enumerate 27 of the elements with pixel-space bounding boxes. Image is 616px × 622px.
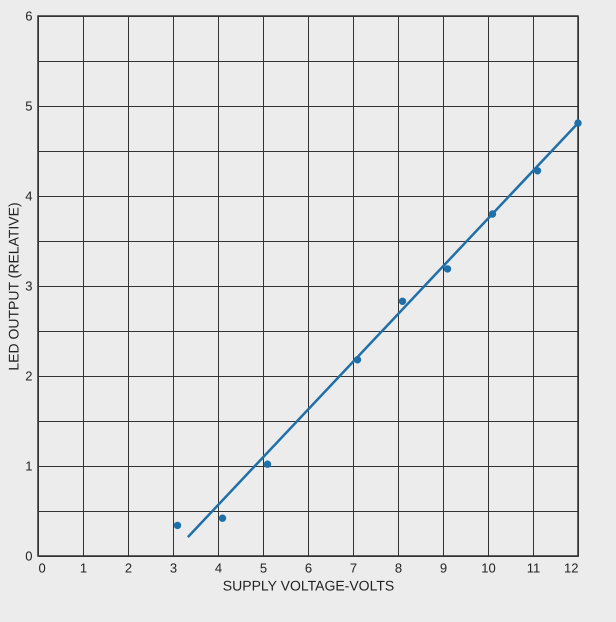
x-tick-label: 12 xyxy=(564,560,578,576)
x-tick-label: 8 xyxy=(394,560,402,576)
y-tick-label: 6 xyxy=(25,8,32,24)
point xyxy=(264,460,272,468)
y-tick-label: 5 xyxy=(25,98,32,114)
x-tick-label: 1 xyxy=(80,560,88,576)
y-tick-label: 0 xyxy=(25,548,32,564)
x-axis-title: SUPPLY VOLTAGE-VOLTS xyxy=(222,578,394,594)
y-tick-label: 4 xyxy=(25,188,32,204)
point xyxy=(174,522,182,530)
point xyxy=(218,514,226,522)
x-tick-label: 9 xyxy=(440,560,448,576)
x-tick-label: 2 xyxy=(124,560,132,576)
x-tick-label: 3 xyxy=(170,560,178,576)
point xyxy=(398,298,406,305)
x-tick-label: 6 xyxy=(304,560,312,576)
x-tick-label: 0 xyxy=(38,560,46,576)
y-axis-title: LED OUTPUT (RELATIVE) xyxy=(5,202,22,371)
y-tick-label: 3 xyxy=(25,278,32,294)
x-tick-label: 10 xyxy=(481,560,496,576)
x-tick-label: 11 xyxy=(526,560,540,576)
y-tick-label: 1 xyxy=(25,458,32,474)
x-tick-label: 7 xyxy=(350,560,358,576)
point xyxy=(444,265,452,273)
x-tick-label: 5 xyxy=(260,560,268,576)
x-tick-label: 4 xyxy=(214,560,222,576)
y-tick-label: 2 xyxy=(25,368,32,384)
